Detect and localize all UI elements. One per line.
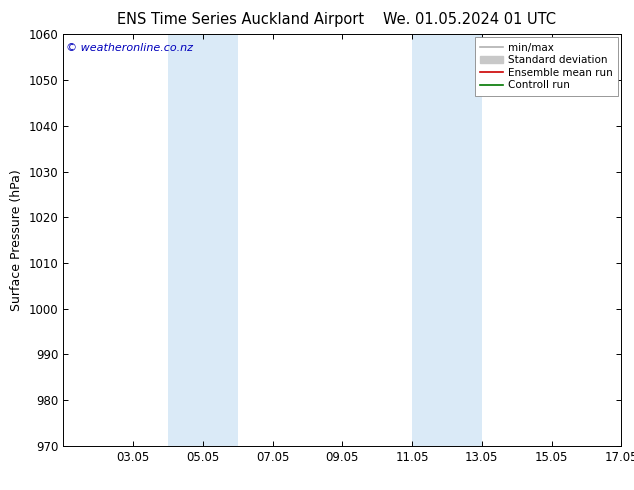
Bar	[412, 34, 482, 446]
Legend: min/max, Standard deviation, Ensemble mean run, Controll run: min/max, Standard deviation, Ensemble me…	[475, 37, 618, 96]
Text: ENS Time Series Auckland Airport: ENS Time Series Auckland Airport	[117, 12, 365, 27]
Text: We. 01.05.2024 01 UTC: We. 01.05.2024 01 UTC	[383, 12, 555, 27]
Y-axis label: Surface Pressure (hPa): Surface Pressure (hPa)	[10, 169, 23, 311]
Text: © weatheronline.co.nz: © weatheronline.co.nz	[66, 43, 193, 53]
Bar	[168, 34, 238, 446]
